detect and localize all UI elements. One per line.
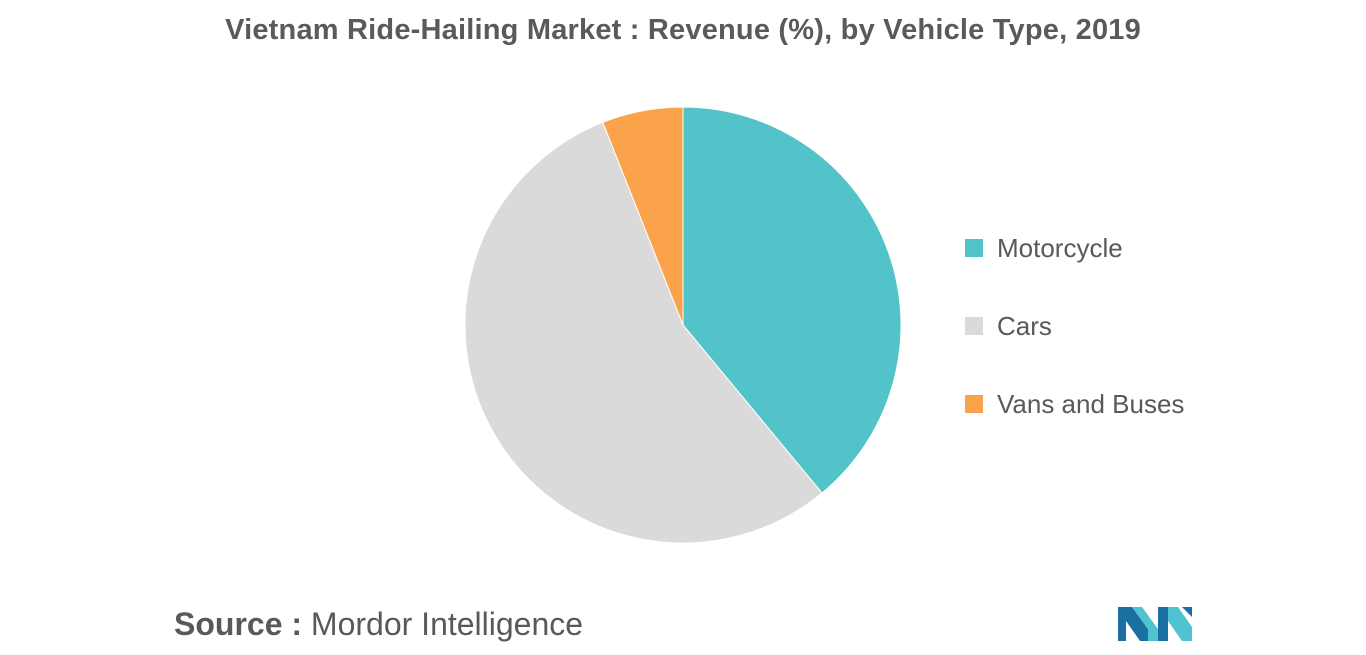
legend-item-cars: Cars <box>965 306 1184 346</box>
pie-slice-vans-and-buses <box>602 106 684 326</box>
legend-swatch <box>965 395 983 413</box>
pie-slice-motorcycle <box>682 106 902 494</box>
legend-label: Cars <box>997 310 1052 341</box>
pie-slices <box>464 106 902 544</box>
source-note: Source : Mordor Intelligence <box>174 606 583 643</box>
legend-label: Vans and Buses <box>997 388 1185 419</box>
chart-title: Vietnam Ride-Hailing Market : Revenue (%… <box>225 14 1141 46</box>
source-prefix: Source : <box>174 606 303 642</box>
legend-item-motorcycle: Motorcycle <box>965 228 1184 268</box>
legend-label: Motorcycle <box>997 232 1123 263</box>
mordor-intelligence-logo-icon <box>1118 607 1192 641</box>
chart-legend: Motorcycle Cars Vans and Buses <box>965 228 1184 462</box>
source-name: Mordor Intelligence <box>310 606 584 642</box>
legend-swatch <box>965 239 983 257</box>
pie-slice-cars <box>464 121 823 544</box>
legend-swatch <box>965 317 983 335</box>
legend-item-vans-and-buses: Vans and Buses <box>965 384 1184 424</box>
